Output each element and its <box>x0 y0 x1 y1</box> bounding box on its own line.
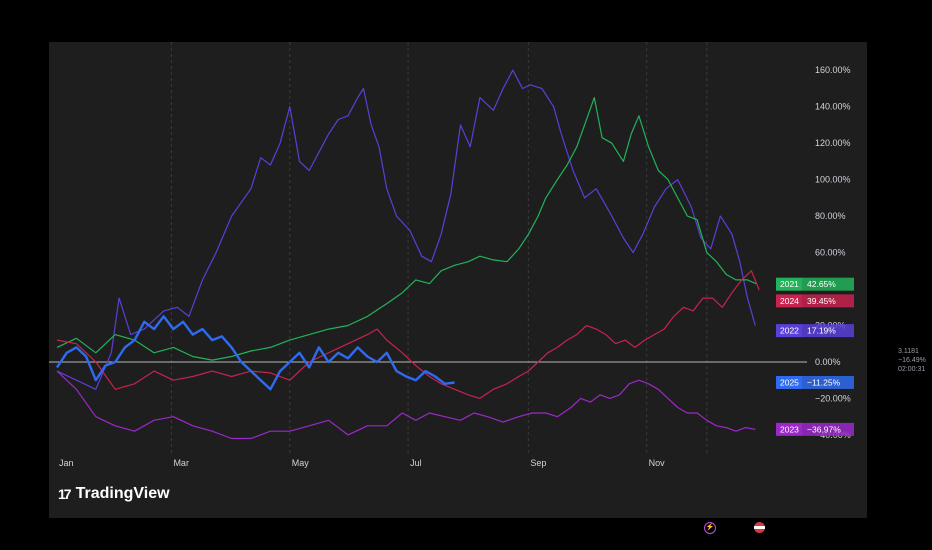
badge-value-bg-2021 <box>802 277 854 291</box>
badge-year-2022: 2022 <box>780 326 799 336</box>
chart-canvas[interactable]: 160.00% 140.00% 120.00% 100.00% 80.00% 60.00%… <box>49 42 867 518</box>
series-line-2022[interactable] <box>56 69 756 390</box>
bolt-icon[interactable]: ⚡ <box>704 522 716 534</box>
flag-icon[interactable] <box>754 522 765 533</box>
badge-year-bg-2022 <box>776 324 802 338</box>
badge-year-2021: 2021 <box>780 279 799 289</box>
y-tick-label: 100.00% <box>815 175 851 185</box>
badge-value-2021: 42.65% <box>807 279 836 289</box>
logo-wordmark: TradingView <box>75 485 170 502</box>
tradingview-logo[interactable]: 17 TradingView <box>58 485 170 503</box>
badge-year-2025: 2025 <box>780 377 799 387</box>
badge-year-2023: 2023 <box>780 424 799 434</box>
readout-change: −16.49% <box>898 357 926 364</box>
badge-year-bg-2021 <box>776 277 802 291</box>
readout-price: 3.1181 <box>898 348 919 355</box>
series-line-2021[interactable] <box>56 96 758 361</box>
x-tick-label-nov: Nov <box>649 458 666 468</box>
crosshair-readout: 3.1181 −16.49% 02:00:31 <box>898 347 926 374</box>
x-tick-label-sep: Sep <box>530 458 546 468</box>
badge-value-bg-2022 <box>802 324 854 338</box>
badge-year-bg-2023 <box>776 422 802 436</box>
badge-year-2024: 2024 <box>780 296 799 306</box>
x-tick-label-may: May <box>292 458 310 468</box>
chart-panel[interactable]: 160.00% 140.00% 120.00% 100.00% 80.00% 60.00%… <box>49 42 867 518</box>
x-tick-label-jan: Jan <box>59 458 74 468</box>
series-line-2025[interactable] <box>56 315 455 391</box>
badge-year-bg-2025 <box>776 375 802 389</box>
badge-year-bg-2024 <box>776 294 802 308</box>
y-tick-label: 160.00% <box>815 65 851 75</box>
badge-value-bg-2023 <box>802 422 854 436</box>
readout-countdown: 02:00:31 <box>898 366 926 373</box>
badge-value-2024: 39.45% <box>807 296 836 306</box>
x-tick-label-jul: Jul <box>410 458 422 468</box>
badge-value-2022: 17.19% <box>807 326 836 336</box>
badge-value-bg-2024 <box>802 294 854 308</box>
y-tick-label: 120.00% <box>815 138 851 148</box>
badge-value-2023: −36.97% <box>807 424 841 434</box>
y-tick-label: 140.00% <box>815 102 851 112</box>
badge-value-2025: −11.25% <box>807 377 841 387</box>
y-tick-label: 80.00% <box>815 211 846 221</box>
series-line-2024[interactable] <box>56 270 760 399</box>
x-tick-label-mar: Mar <box>173 458 189 468</box>
badge-value-bg-2025 <box>802 375 854 389</box>
logo-mark: 17 <box>58 486 72 502</box>
y-tick-label: 60.00% <box>815 248 846 258</box>
series-line-2023[interactable] <box>56 370 756 440</box>
y-tick-label: −20.00% <box>815 393 851 403</box>
y-tick-label: 0.00% <box>815 357 841 367</box>
